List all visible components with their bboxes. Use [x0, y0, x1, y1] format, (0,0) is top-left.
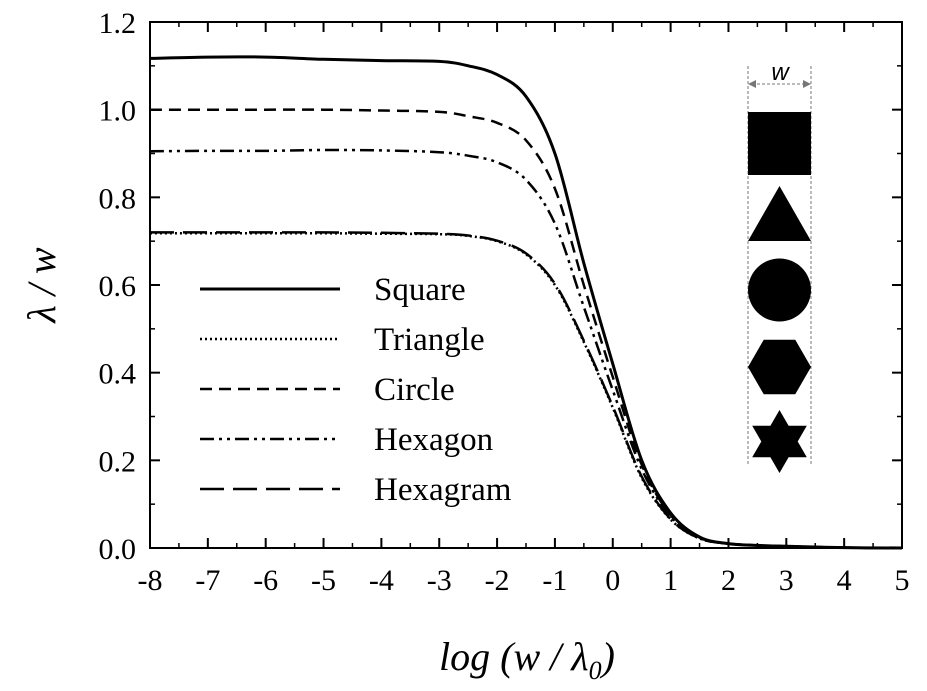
triangle-icon — [748, 186, 811, 241]
inset-arrow-right-head — [803, 80, 811, 88]
y-tick-label: 0.0 — [99, 533, 137, 566]
x-tick-label: -4 — [369, 564, 394, 597]
legend-label-hexagon: Hexagon — [374, 422, 493, 458]
hexagon-icon — [748, 339, 811, 395]
y-tick-label: 0.2 — [99, 445, 137, 478]
y-tick-label: 1.2 — [99, 7, 137, 40]
y-tick-label: 1.0 — [99, 95, 137, 128]
x-tick-label: -1 — [542, 564, 567, 597]
inset-width-label: w — [771, 59, 790, 86]
x-tick-label: 4 — [837, 564, 852, 597]
x-tick-label: -7 — [195, 564, 220, 597]
x-tick-label: 1 — [663, 564, 678, 597]
legend-label-circle: Circle — [374, 372, 455, 408]
x-tick-label: -2 — [485, 564, 510, 597]
x-tick-label: -6 — [253, 564, 278, 597]
hexagram-icon — [752, 410, 807, 473]
x-tick-label: -8 — [138, 564, 163, 597]
inset-arrow-left-head — [748, 80, 756, 88]
x-tick-label: 3 — [779, 564, 794, 597]
x-axis-title: log (w / λ0) — [439, 634, 615, 685]
y-tick-label: 0.8 — [99, 182, 137, 215]
y-axis-title: λ / w — [19, 247, 64, 323]
legend-label-hexagram: Hexagram — [374, 472, 512, 508]
x-tick-label: 2 — [721, 564, 736, 597]
x-axis-title-main: log (w / λ — [439, 634, 589, 679]
axis-tick-labels: -8 -7 -6 -5 -4 -3 -2 -1 0 1 2 3 4 5 0.0 0.2 0.4 0.6 0.8 1.0… — [99, 7, 910, 597]
x-axis-title-close: ) — [600, 634, 615, 679]
legend: Square Triangle Circle Hexagon Hexagram — [200, 272, 512, 508]
series-lines — [149, 55, 903, 550]
x-tick-label: 0 — [605, 564, 620, 597]
axis-ticks — [149, 21, 903, 549]
x-axis-title-subscript: 0 — [589, 656, 602, 685]
series-line-hexagon — [149, 148, 903, 550]
x-tick-label: -5 — [311, 564, 336, 597]
x-tick-label: 5 — [895, 564, 910, 597]
legend-label-triangle: Triangle — [374, 322, 485, 358]
shape-inset: w — [747, 59, 812, 473]
series-line-hexagram — [150, 231, 903, 550]
x-tick-label: -3 — [427, 564, 452, 597]
series-line-circle — [149, 108, 903, 550]
circle-icon — [748, 258, 811, 322]
square-icon — [748, 112, 811, 175]
y-tick-label: 0.6 — [99, 270, 137, 303]
legend-label-square: Square — [374, 272, 466, 308]
y-tick-label: 0.4 — [99, 358, 137, 391]
